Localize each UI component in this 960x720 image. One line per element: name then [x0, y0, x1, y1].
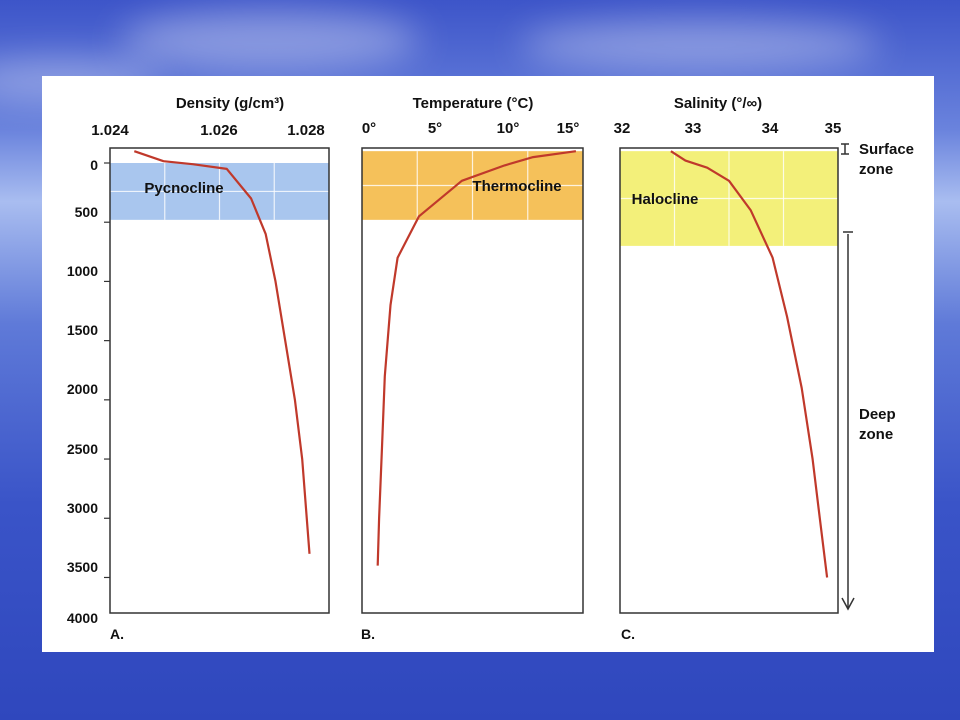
- temperature-profile-curve: [376, 150, 577, 566]
- deep-zone-arrow: [841, 231, 855, 611]
- depth-tick-label: 1500: [67, 322, 98, 338]
- ocean-profiles-figure: 0 500 1000 1500 2000 2500 3000 3500 4000…: [67, 95, 918, 642]
- depth-tick-label: 3500: [67, 559, 98, 575]
- surface-zone-marker: [841, 143, 849, 155]
- temperature-tick-label: 10°: [497, 120, 520, 137]
- temperature-axis-title: Temperature (°C): [413, 95, 534, 112]
- depth-tick-label: 3000: [67, 500, 98, 516]
- density-profile-curve: [133, 150, 311, 554]
- panel-b-letter: B.: [361, 626, 375, 642]
- salinity-axis-title: Salinity (°/∞): [674, 95, 762, 112]
- panel-a-letter: A.: [110, 626, 124, 642]
- depth-tick-label: 4000: [67, 610, 98, 626]
- temperature-tick-label: 5°: [428, 120, 442, 137]
- density-plot-frame: [109, 147, 330, 614]
- depth-tick-label: 2000: [67, 381, 98, 397]
- halocline-label: Halocline: [632, 191, 699, 208]
- density-axis-title: Density (g/cm³): [176, 95, 284, 112]
- salinity-tick-label: 33: [685, 120, 702, 137]
- panel-c-letter: C.: [621, 626, 635, 642]
- density-tick-label: 1.028: [287, 122, 325, 139]
- salinity-plot-frame: [619, 147, 839, 614]
- deep-zone-label: Deep zone: [859, 406, 900, 443]
- cloud-decoration: [120, 10, 420, 70]
- pycnocline-label: Pycnocline: [144, 180, 223, 197]
- temperature-tick-label: 0°: [362, 120, 376, 137]
- figure-panel: 0 500 1000 1500 2000 2500 3000 3500 4000…: [42, 76, 934, 652]
- thermocline-label: Thermocline: [472, 178, 561, 195]
- temperature-tick-label: 15°: [557, 120, 580, 137]
- density-tick-label: 1.024: [91, 122, 129, 139]
- temperature-plot-frame: [361, 147, 584, 614]
- depth-tick-label: 2500: [67, 441, 98, 457]
- salinity-tick-label: 34: [762, 120, 779, 137]
- surface-zone-label: Surface zone: [859, 141, 918, 178]
- density-tick-label: 1.026: [200, 122, 238, 139]
- depth-tick-label: 0: [90, 157, 98, 173]
- cloud-decoration: [520, 20, 880, 70]
- depth-tick-label: 1000: [67, 263, 98, 279]
- salinity-tick-label: 32: [614, 120, 631, 137]
- depth-tick-label: 500: [75, 204, 99, 220]
- salinity-tick-label: 35: [825, 120, 842, 137]
- salinity-profile-curve: [670, 150, 829, 578]
- depth-axis: 0 500 1000 1500 2000 2500 3000 3500 4000: [67, 157, 98, 626]
